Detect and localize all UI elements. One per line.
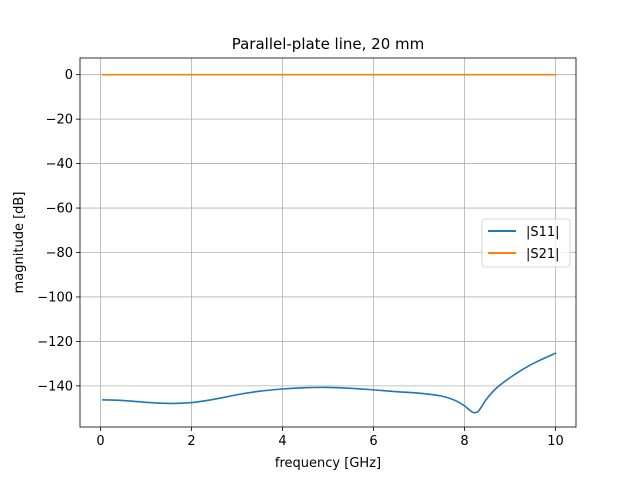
x-tick-label: 0 xyxy=(96,434,104,449)
series-line-s11 xyxy=(101,352,557,414)
legend: |S11| |S21| xyxy=(481,218,571,268)
legend-label-s21: |S21| xyxy=(526,247,560,262)
tick-layer: 0 2 4 6 8 10 0 −20 −40 −60 −80 −100 −120 −140 xyxy=(37,68,564,449)
y-tick-label: −120 xyxy=(37,335,73,350)
series-layer xyxy=(101,73,557,414)
plot-frame xyxy=(79,57,577,428)
y-tick-label: −140 xyxy=(37,379,73,394)
y-tick-label: −20 xyxy=(46,113,73,128)
x-axis-label: frequency [GHz] xyxy=(275,456,381,471)
x-tick-label: 4 xyxy=(278,434,286,449)
x-tick-label: 10 xyxy=(547,434,564,449)
y-tick-label: −60 xyxy=(46,202,73,217)
y-tick-label: −100 xyxy=(37,290,73,305)
x-tick-label: 2 xyxy=(187,434,195,449)
y-tick-label: −40 xyxy=(46,157,73,172)
x-tick-label: 8 xyxy=(460,434,468,449)
legend-label-s11: |S11| xyxy=(526,225,560,240)
y-axis-label: magnitude [dB] xyxy=(12,192,27,294)
y-tick-label: 0 xyxy=(65,68,73,83)
chart-title: Parallel-plate line, 20 mm xyxy=(232,35,425,53)
y-tick-label: −80 xyxy=(46,246,73,261)
x-tick-label: 6 xyxy=(369,434,377,449)
